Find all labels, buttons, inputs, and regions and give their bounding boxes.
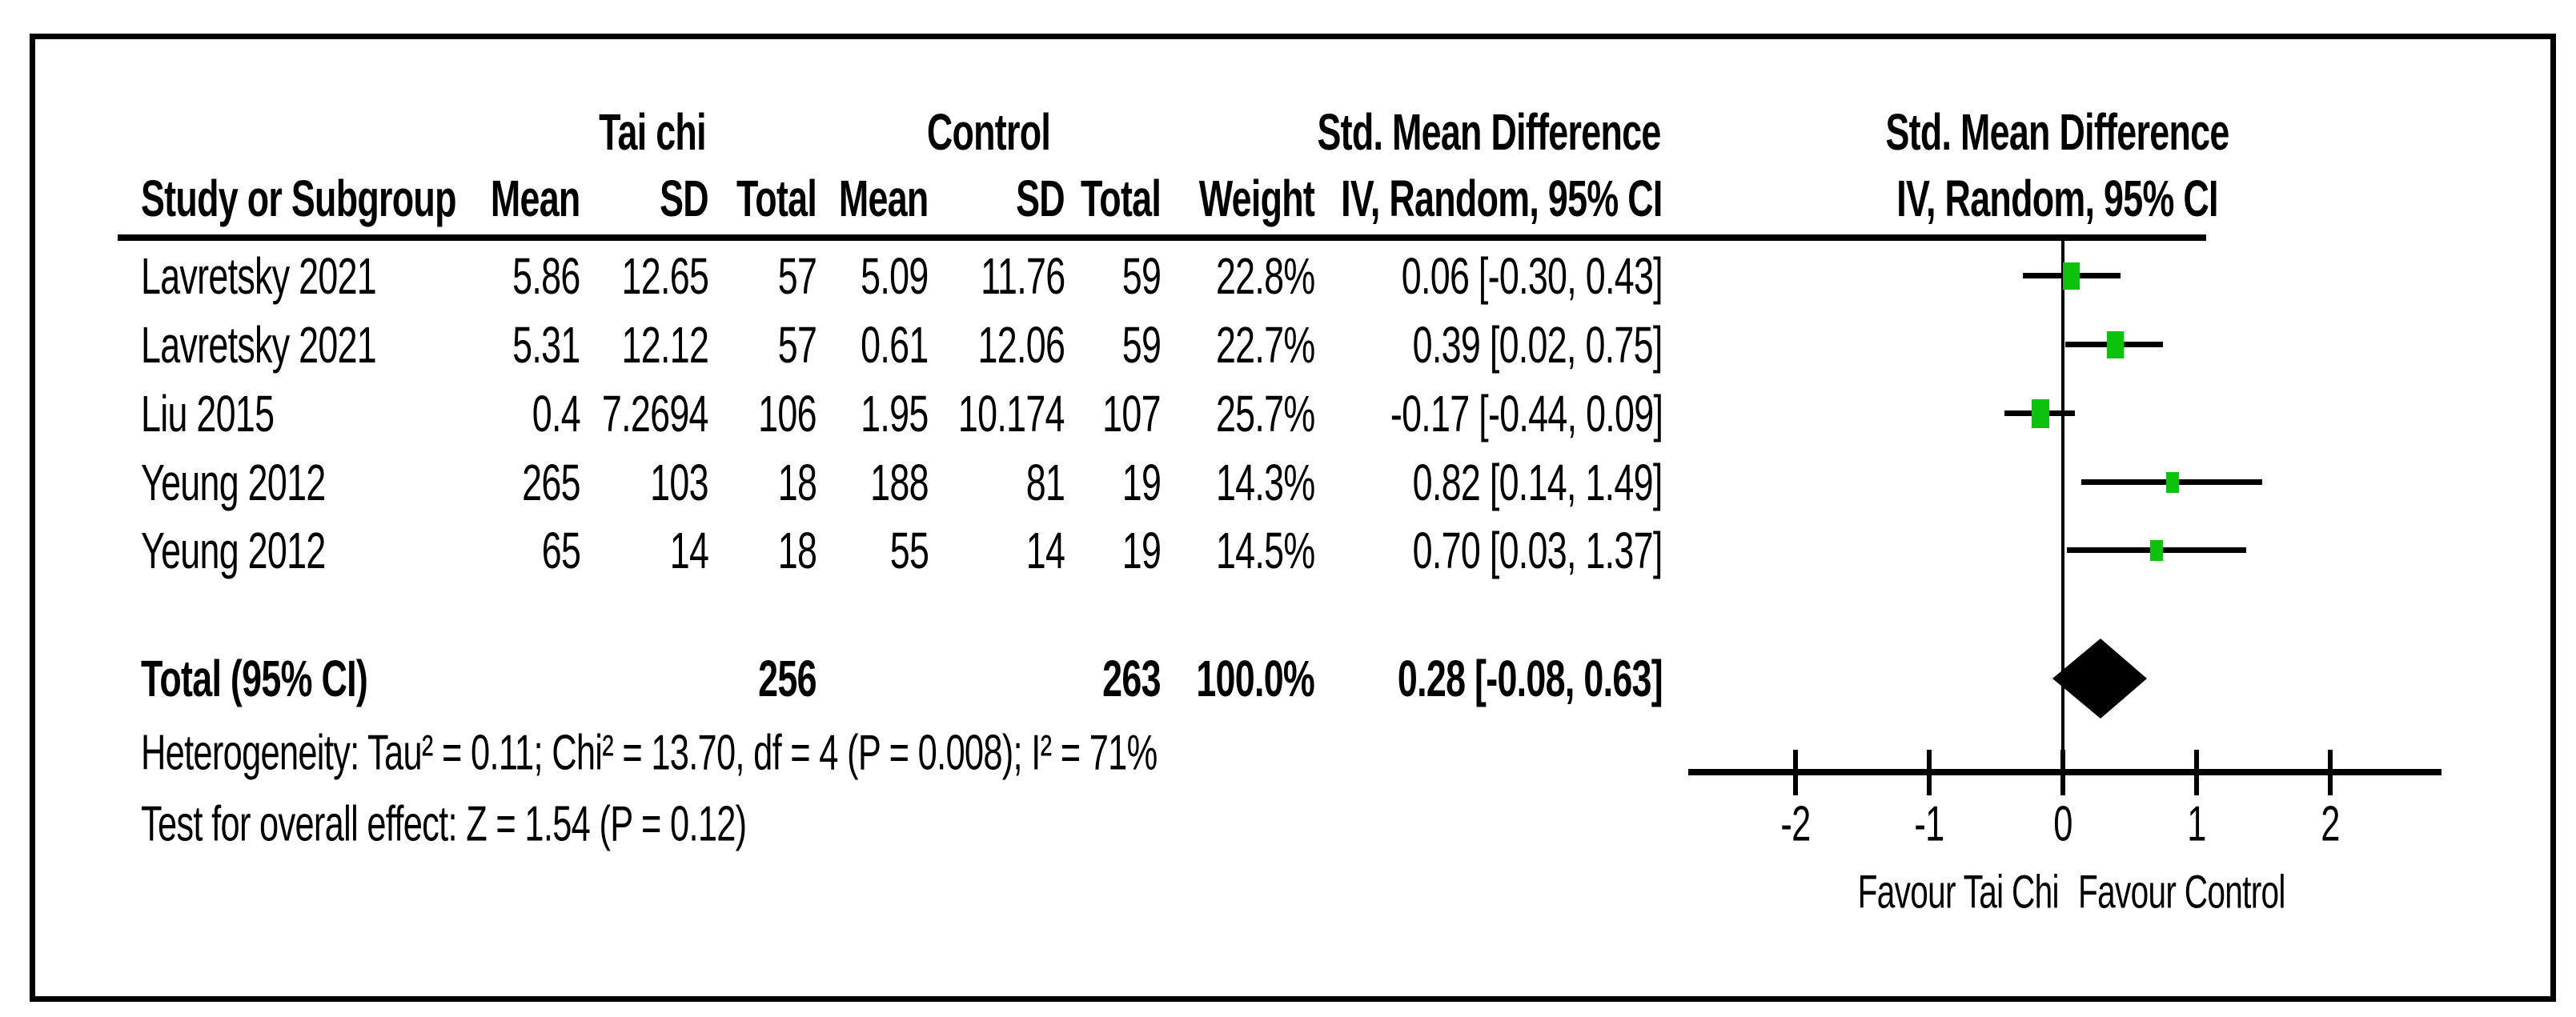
mean-taichi: 5.86 [512, 247, 581, 305]
col-header-mean-control: Mean [839, 170, 929, 227]
total-n-taichi: 256 [758, 650, 817, 707]
ci-text: 0.06 [-0.30, 0.43] [1401, 247, 1663, 305]
col-header-total-control: Total [1080, 170, 1162, 227]
effect-marker [2107, 331, 2124, 358]
mean-control: 5.09 [861, 247, 929, 305]
sd-control: 81 [1025, 454, 1065, 511]
total-n-control: 263 [1102, 650, 1161, 707]
x-tick-label: -1 [1914, 796, 1944, 852]
x-tick-mark [1927, 750, 1932, 795]
total-weight: 100.0% [1196, 650, 1314, 707]
total-taichi: 106 [758, 385, 817, 442]
sd-control: 14 [1025, 522, 1065, 579]
weight: 14.5% [1215, 522, 1314, 579]
mean-taichi: 0.4 [532, 385, 581, 442]
sd-taichi: 14 [669, 522, 709, 579]
study-name: Lavretsky 2021 [141, 247, 377, 305]
x-tick-label: 1 [2187, 796, 2206, 852]
x-tick-mark [1793, 750, 1798, 795]
mean-control: 55 [889, 522, 929, 579]
effect-marker [2063, 262, 2080, 290]
total-control: 107 [1102, 385, 1161, 442]
effect-marker [2032, 399, 2049, 428]
col-header-weight: Weight [1198, 170, 1315, 227]
sd-control: 10.174 [958, 385, 1065, 442]
plot-header-title: Std. Mean Difference [1885, 103, 2229, 161]
mean-control: 1.95 [861, 385, 929, 442]
x-tick-mark [2328, 750, 2333, 795]
x-tick-label: 2 [2321, 796, 2340, 852]
mean-control: 188 [870, 454, 929, 511]
x-tick-label: -2 [1780, 796, 1811, 852]
overall-effect-note: Test for overall effect: Z = 1.54 (P = 0… [141, 796, 747, 852]
sd-control: 11.76 [980, 247, 1065, 305]
total-taichi: 57 [777, 316, 817, 374]
col-header-total-taichi: Total [736, 170, 817, 227]
x-tick-label: 0 [2053, 796, 2072, 852]
ci-text: -0.17 [-0.44, 0.09] [1390, 385, 1663, 442]
total-control: 19 [1121, 454, 1162, 511]
weight: 25.7% [1215, 385, 1314, 442]
study-name: Lavretsky 2021 [141, 316, 377, 374]
sd-taichi: 7.2694 [602, 385, 709, 442]
ci-text: 0.82 [0.14, 1.49] [1413, 454, 1663, 511]
sd-taichi: 103 [650, 454, 708, 511]
total-taichi: 18 [777, 522, 817, 579]
total-label: Total (95% CI) [141, 650, 368, 707]
x-tick-mark [2060, 750, 2065, 795]
total-control: 19 [1121, 522, 1162, 579]
total-control: 59 [1121, 316, 1162, 374]
heterogeneity-note: Heterogeneity: Tau² = 0.11; Chi² = 13.70… [141, 725, 1158, 781]
x-tick-mark [2194, 750, 2199, 795]
plot-header-method: IV, Random, 95% CI [1896, 170, 2218, 227]
group-header-taichi: Tai chi [599, 103, 706, 161]
col-header-sd-control: SD [1016, 170, 1065, 227]
mean-taichi: 5.31 [512, 316, 581, 374]
weight: 22.7% [1215, 316, 1314, 374]
study-name: Liu 2015 [141, 385, 275, 442]
col-header-ci: IV, Random, 95% CI [1341, 170, 1663, 227]
ci-text: 0.39 [0.02, 0.75] [1413, 316, 1663, 374]
group-header-control: Control [926, 103, 1051, 161]
group-header-effect: Std. Mean Difference [1317, 103, 1661, 161]
outer-border [30, 34, 2556, 1002]
zero-line [2061, 240, 2064, 795]
sd-taichi: 12.12 [621, 316, 708, 374]
ci-text: 0.70 [0.03, 1.37] [1413, 522, 1663, 579]
total-ci-text: 0.28 [-0.08, 0.63] [1397, 650, 1663, 707]
effect-marker [2166, 472, 2179, 493]
col-header-study: Study or Subgroup [141, 170, 456, 227]
study-name: Yeung 2012 [141, 522, 326, 579]
mean-taichi: 265 [522, 454, 580, 511]
total-control: 59 [1121, 247, 1162, 305]
axis-label-favour-left: Favour Tai Chi [1857, 866, 2060, 919]
header-rule [118, 234, 2206, 241]
mean-control: 0.61 [861, 316, 929, 374]
study-name: Yeung 2012 [141, 454, 326, 511]
total-taichi: 18 [777, 454, 817, 511]
col-header-sd-taichi: SD [660, 170, 709, 227]
effect-marker [2150, 540, 2163, 561]
col-header-mean-taichi: Mean [491, 170, 580, 227]
sd-control: 12.06 [977, 316, 1065, 374]
weight: 22.8% [1215, 247, 1314, 305]
sd-taichi: 12.65 [621, 247, 708, 305]
total-taichi: 57 [777, 247, 817, 305]
axis-label-favour-right: Favour Control [2078, 866, 2285, 919]
mean-taichi: 65 [541, 522, 581, 579]
weight: 14.3% [1215, 454, 1314, 511]
